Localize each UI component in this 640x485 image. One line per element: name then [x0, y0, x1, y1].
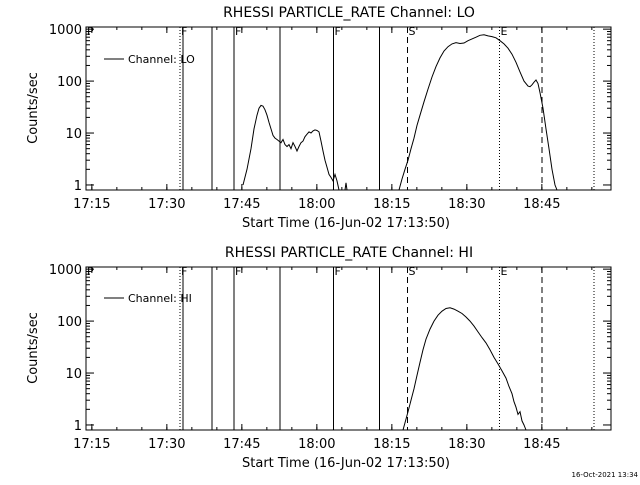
event-marker-label: P	[87, 265, 94, 278]
x-tick-label: 17:15	[73, 197, 110, 212]
legend-label: Channel: LO	[128, 53, 195, 66]
legend-label: Channel: HI	[128, 292, 192, 305]
x-tick-label: 18:00	[298, 197, 335, 212]
x-tick-label: 18:30	[448, 437, 485, 452]
y-tick-label: 1000	[49, 263, 82, 278]
x-tick-label: 18:30	[448, 197, 485, 212]
event-marker-label: F	[181, 25, 187, 38]
x-tick-label: 18:45	[523, 197, 560, 212]
y-tick-label: 100	[57, 315, 82, 330]
x-tick-label: 18:15	[373, 197, 410, 212]
y-axis-label: Counts/sec	[26, 72, 41, 144]
y-tick-label: 1	[74, 419, 82, 434]
event-marker-label: E	[501, 265, 508, 278]
x-tick-label: 18:00	[298, 437, 335, 452]
event-marker-label: F	[335, 265, 341, 278]
x-tick-label: 17:30	[148, 437, 185, 452]
chart-title: RHESSI PARTICLE_RATE Channel: LO	[223, 5, 475, 21]
panel-hi: RHESSI PARTICLE_RATE Channel: HI Start T…	[26, 245, 612, 471]
panel-lo: RHESSI PARTICLE_RATE Channel: LO Start T…	[26, 5, 612, 231]
event-marker-label: F	[335, 25, 341, 38]
event-marker-label: F	[235, 25, 241, 38]
series-line	[344, 182, 348, 191]
x-tick-label: 18:45	[523, 437, 560, 452]
event-marker-label: S	[409, 265, 416, 278]
event-marker-label: F	[181, 265, 187, 278]
event-marker-label: P	[87, 25, 94, 38]
chart-title: RHESSI PARTICLE_RATE Channel: HI	[225, 245, 473, 261]
x-tick-label: 17:30	[148, 197, 185, 212]
y-axis-label: Counts/sec	[26, 312, 41, 384]
x-axis-label: Start Time (16-Jun-02 17:13:50)	[242, 216, 450, 231]
x-tick-label: 17:45	[223, 437, 260, 452]
y-tick-label: 10	[65, 367, 82, 382]
x-tick-label: 17:45	[223, 197, 260, 212]
y-tick-label: 10	[65, 127, 82, 142]
y-tick-label: 100	[57, 75, 82, 90]
x-axis-label: Start Time (16-Jun-02 17:13:50)	[242, 456, 450, 471]
event-marker-label: S	[409, 25, 416, 38]
timestamp: 16-Oct-2021 13:34	[572, 471, 639, 479]
series-line	[242, 104, 340, 191]
series-line	[402, 307, 527, 431]
event-marker-label: E	[501, 25, 508, 38]
y-tick-label: 1000	[49, 23, 82, 38]
series-line	[398, 34, 558, 191]
event-marker-label: F	[235, 265, 241, 278]
y-tick-label: 1	[74, 179, 82, 194]
x-tick-label: 17:15	[73, 437, 110, 452]
x-tick-label: 18:15	[373, 437, 410, 452]
plot-frame	[85, 26, 612, 191]
